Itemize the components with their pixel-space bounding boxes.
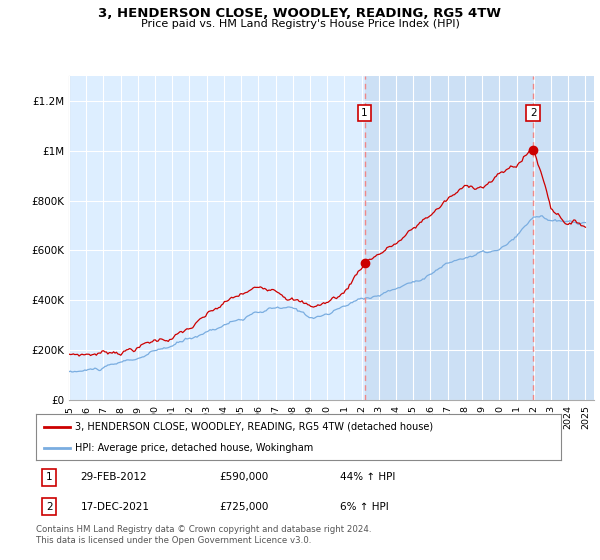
- Text: 17-DEC-2021: 17-DEC-2021: [80, 502, 149, 512]
- Text: 44% ↑ HPI: 44% ↑ HPI: [341, 472, 396, 482]
- Text: 3, HENDERSON CLOSE, WOODLEY, READING, RG5 4TW: 3, HENDERSON CLOSE, WOODLEY, READING, RG…: [98, 7, 502, 20]
- Text: 1: 1: [46, 472, 52, 482]
- Text: HPI: Average price, detached house, Wokingham: HPI: Average price, detached house, Woki…: [76, 443, 314, 453]
- Bar: [365, 76, 594, 400]
- Text: 29-FEB-2012: 29-FEB-2012: [80, 472, 147, 482]
- Text: Price paid vs. HM Land Registry's House Price Index (HPI): Price paid vs. HM Land Registry's House …: [140, 19, 460, 29]
- Text: 1: 1: [361, 108, 368, 118]
- Text: Contains HM Land Registry data © Crown copyright and database right 2024.
This d: Contains HM Land Registry data © Crown c…: [36, 525, 371, 545]
- Text: 3, HENDERSON CLOSE, WOODLEY, READING, RG5 4TW (detached house): 3, HENDERSON CLOSE, WOODLEY, READING, RG…: [76, 422, 433, 432]
- Text: 2: 2: [46, 502, 52, 512]
- Text: £725,000: £725,000: [220, 502, 269, 512]
- Text: 2: 2: [530, 108, 536, 118]
- Text: 6% ↑ HPI: 6% ↑ HPI: [341, 502, 389, 512]
- Text: £590,000: £590,000: [220, 472, 269, 482]
